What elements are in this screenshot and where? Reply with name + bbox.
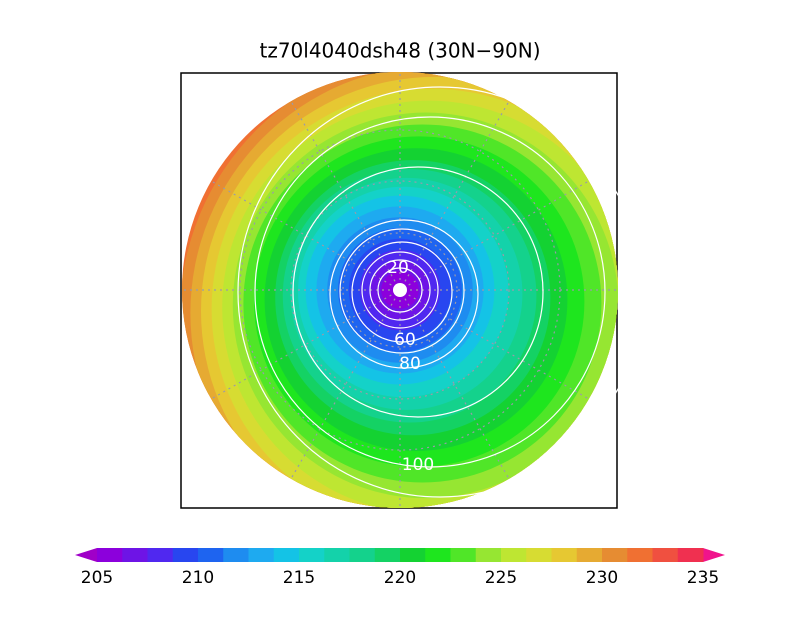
contour-label: 100 — [402, 455, 434, 475]
colorbar-box — [526, 548, 552, 562]
colorbar-box — [425, 548, 451, 562]
temperature-field — [182, 72, 618, 508]
contour — [339, 228, 465, 354]
colorbar-box — [576, 548, 603, 562]
contour-lines — [237, 86, 643, 498]
colorbar-box — [652, 548, 679, 562]
graticule — [182, 72, 618, 508]
contour — [351, 241, 453, 343]
pole-marker — [393, 283, 407, 297]
contour — [361, 251, 439, 329]
colorbar-box — [677, 548, 704, 562]
colorbar-box — [374, 548, 401, 562]
colorbar-box — [349, 548, 376, 562]
contour — [292, 166, 544, 418]
colorbar-tick-label: 220 — [384, 568, 416, 588]
colorbar-box — [450, 548, 477, 562]
colorbar-tick-label: 210 — [182, 568, 214, 588]
colorbar-max-arrow — [703, 548, 725, 562]
meridian — [408, 294, 591, 401]
meridian — [408, 179, 591, 286]
colorbar-box — [602, 548, 628, 562]
colorbar-box — [248, 548, 275, 562]
colorbar-tick-label: 215 — [283, 568, 315, 588]
colorbar-tick-label: 235 — [687, 568, 719, 588]
colorbar-box — [122, 548, 148, 562]
colorbar-box — [551, 548, 578, 562]
colorbar-box — [627, 548, 653, 562]
colorbar-box — [324, 548, 350, 562]
contour — [237, 86, 643, 498]
contour — [254, 116, 606, 468]
contour-label: 60 — [394, 330, 416, 350]
contour — [377, 267, 423, 313]
colorbar-box — [501, 548, 527, 562]
colorbar-box — [299, 548, 325, 562]
meridian — [404, 99, 511, 282]
colorbar-tick-label: 225 — [485, 568, 517, 588]
colorbar-box — [400, 548, 426, 562]
map-title: tz70l4040dsh48 (30N−90N) — [259, 39, 540, 63]
colorbar-box — [273, 548, 300, 562]
contour-label: 20 — [387, 258, 409, 278]
colorbar-box — [97, 548, 123, 562]
colorbar-box — [223, 548, 249, 562]
meridian — [404, 298, 511, 481]
meridian — [209, 179, 392, 286]
colorbar-box — [198, 548, 224, 562]
colorbar-min-arrow — [75, 548, 97, 562]
meridian — [209, 294, 392, 401]
colorbar-box — [475, 548, 502, 562]
meridian — [289, 298, 396, 481]
colorbar-box — [172, 548, 199, 562]
colorbar-tick-label: 230 — [586, 568, 618, 588]
contour-label: 80 — [399, 354, 421, 374]
colorbar: 205 210 215 220 225 230 235 — [75, 548, 725, 588]
meridian — [289, 99, 396, 282]
colorbar-tick-label: 205 — [81, 568, 113, 588]
colorbar-box — [147, 548, 174, 562]
contour — [329, 219, 479, 369]
